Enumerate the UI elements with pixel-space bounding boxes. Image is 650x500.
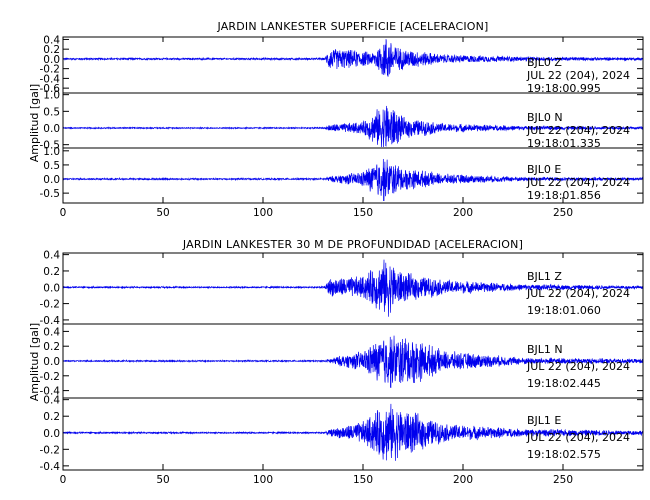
time-label: 19:18:01.060 <box>527 304 601 317</box>
y-tick-label: 0.0 <box>43 54 60 66</box>
time-label: 19:18:02.445 <box>527 377 601 390</box>
y-tick-label: -0.2 <box>40 444 61 456</box>
y-tick-label: -0.4 <box>40 461 61 473</box>
y-tick-label: 0.5 <box>43 160 60 172</box>
channel-label: BJL1 E <box>527 414 561 427</box>
x-tick-label: 200 <box>453 474 473 486</box>
y-ticks: 0.4 0.2 0.0 -0.2 -0.4 <box>40 250 643 327</box>
y-tick-label: -0.4 <box>40 386 61 398</box>
date-label: JUL 22 (204), 2024 <box>526 176 630 189</box>
panel-frame <box>62 397 644 471</box>
panel-surface-z: 0.40.20.0-0.2-0.4-0.6 BJL0 Z JUL 22 (204… <box>40 34 644 95</box>
y-tick-label: 0.0 <box>43 356 60 368</box>
y-tick-label: 0.2 <box>43 411 60 423</box>
panel-surface-e: 1.00.50.0-0.5 BJL0 E JUL 22 (204), 2024 … <box>40 146 644 204</box>
panel-depth-z: 0.4 0.2 0.0 -0.2 -0.4 BJL1 Z JUL 22 (204), 2… <box>40 250 644 327</box>
x-tick-label: 150 <box>353 207 373 219</box>
x-tick-label: 50 <box>156 207 169 219</box>
x-tick-label: 250 <box>553 474 573 486</box>
y-tick-label: 0.0 <box>43 428 60 440</box>
y-tick-label: 0.4 <box>43 395 60 407</box>
x-tick-label: 0 <box>60 207 67 219</box>
y-tick-label: 0.2 <box>43 266 60 278</box>
y-tick-label: 0.2 <box>43 44 60 56</box>
y-tick-label: 0.4 <box>43 326 60 338</box>
y-tick-label: 0.0 <box>43 282 60 294</box>
time-label: 19:18:00.995 <box>527 82 601 95</box>
panel-surface-n: 1.00.50.0-0.5 BJL0 N JUL 22 (204), 2024 … <box>40 90 644 152</box>
time-label: 19:18:01.856 <box>527 189 601 202</box>
x-tick-label: 0 <box>60 474 67 486</box>
x-tick-label: 50 <box>156 474 169 486</box>
y-tick-label: 0.4 <box>43 34 60 46</box>
y-tick-label: 1.0 <box>43 90 60 102</box>
section-surface: JARDIN LANKESTER SUPERFICIE [ACELERACION… <box>28 20 644 219</box>
date-label: JUL 22 (204), 2024 <box>526 360 630 373</box>
date-label: JUL 22 (204), 2024 <box>526 287 630 300</box>
time-label: 19:18:02.575 <box>527 448 601 461</box>
y-tick-label: -0.2 <box>40 299 61 311</box>
y-ticks: 1.0 0.5 0.0 -0.5 <box>40 90 643 152</box>
y-tick-label: -0.6 <box>40 83 61 95</box>
y-axis-label-surface: Amplitud [gal] <box>28 84 41 162</box>
y-tick-label: 1.0 <box>43 146 60 158</box>
trace-bjl0-n <box>62 105 644 148</box>
y-ticks: 0.40.20.0-0.2-0.4-0.6 <box>40 34 643 95</box>
y-tick-label: 0.0 <box>43 174 60 186</box>
trace-bjl0-e <box>62 159 644 201</box>
x-axis-depth: 0 50 100 150 200 250 <box>60 253 573 486</box>
date-label: JUL 22 (204), 2024 <box>526 431 630 444</box>
time-label: 19:18:01.335 <box>527 137 601 150</box>
x-tick-label: 150 <box>353 474 373 486</box>
panel-frame <box>62 147 644 204</box>
channel-label: BJL0 E <box>527 163 561 176</box>
y-tick-label: -0.5 <box>40 140 61 152</box>
y-tick-label: 0.2 <box>43 341 60 353</box>
channel-label: BJL0 N <box>527 111 563 124</box>
y-tick-label: -0.5 <box>40 188 61 200</box>
y-tick-label: -0.4 <box>40 73 61 85</box>
date-label: JUL 22 (204), 2024 <box>526 124 630 137</box>
y-tick-label: 0.5 <box>43 106 60 118</box>
y-tick-label: -0.2 <box>40 371 61 383</box>
x-tick-label: 200 <box>453 207 473 219</box>
y-ticks: 0.4 0.2 0.0 -0.2 -0.4 <box>40 395 643 473</box>
section-depth: JARDIN LANKESTER 30 M DE PROFUNDIDAD [AC… <box>28 238 644 486</box>
channel-label: BJL1 N <box>527 343 563 356</box>
y-tick-label: -0.4 <box>40 315 61 327</box>
panel-depth-e: 0.4 0.2 0.0 -0.2 -0.4 BJL1 E JUL 22 (204), 2… <box>40 395 644 473</box>
x-tick-label: 100 <box>253 207 273 219</box>
chart-title-surface: JARDIN LANKESTER SUPERFICIE [ACELERACION… <box>216 20 488 33</box>
y-tick-label: 0.4 <box>43 250 60 262</box>
x-axis-surface: 0 50 100 150 200 250 <box>60 37 573 219</box>
trace-bjl1-e <box>62 403 644 461</box>
date-label: JUL 22 (204), 2024 <box>526 69 630 82</box>
y-ticks: 1.0 0.5 0.0 -0.5 <box>40 146 643 200</box>
y-tick-label: 0.0 <box>43 123 60 135</box>
y-ticks: 0.4 0.2 0.0 -0.2 -0.4 <box>40 326 643 398</box>
trace-bjl0-z <box>62 39 644 77</box>
x-tick-label: 250 <box>553 207 573 219</box>
chart-title-depth: JARDIN LANKESTER 30 M DE PROFUNDIDAD [AC… <box>182 238 523 251</box>
trace-bjl1-z <box>62 259 644 317</box>
y-tick-label: -0.2 <box>40 64 61 76</box>
channel-label: BJL1 Z <box>527 270 562 283</box>
trace-bjl1-n <box>62 335 644 388</box>
y-axis-label-depth: Amplitud [gal] <box>28 323 41 401</box>
x-tick-label: 100 <box>253 474 273 486</box>
panel-depth-n: 0.4 0.2 0.0 -0.2 -0.4 BJL1 N JUL 22 (204), 2… <box>40 323 644 399</box>
channel-label: BJL0 Z <box>527 56 562 69</box>
